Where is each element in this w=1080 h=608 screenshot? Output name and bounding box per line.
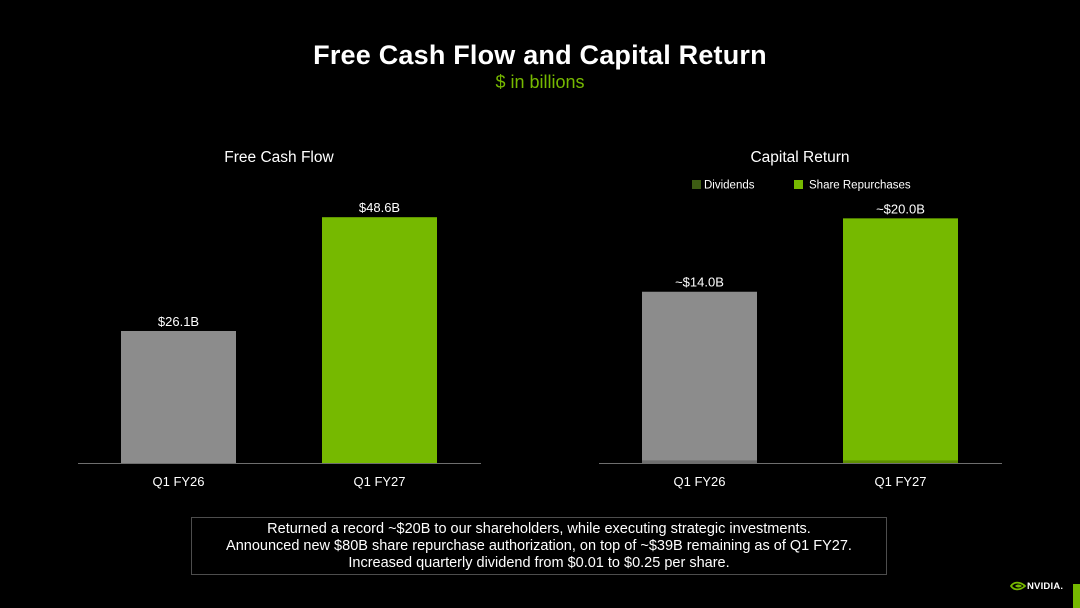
callout-line: Increased quarterly dividend from $0.01 … [348, 555, 730, 571]
page-title: Free Cash Flow and Capital Return [313, 40, 767, 70]
bar-share-repurchases [843, 218, 958, 461]
charts-svg: Free Cash Flow $26.1B Q1 FY26 $48.6B Q1 FY27… [78, 149, 1002, 489]
bar-dividends [642, 460, 757, 463]
logo-text: NVIDIA. [1027, 581, 1064, 592]
legend-label: Share Repurchases [809, 180, 911, 192]
bar-dividends [843, 460, 958, 463]
legend-swatch [692, 180, 701, 189]
nvidia-logo: NVIDIA. [1010, 579, 1066, 595]
category-label: Q1 FY27 [353, 474, 405, 489]
bar [322, 217, 437, 463]
callout-line: Returned a record ~$20B to our sharehold… [267, 521, 811, 537]
data-label: $48.6B [359, 200, 400, 215]
data-label: $26.1B [158, 314, 199, 329]
corner-accent-bar [1073, 584, 1080, 608]
bar [121, 330, 236, 463]
data-label: ~$14.0B [675, 275, 724, 290]
bar-share-repurchases [642, 291, 757, 461]
chart-title: Free Cash Flow [224, 149, 334, 166]
page-subtitle: $ in billions [495, 72, 585, 92]
legend-swatch [794, 180, 803, 189]
category-label: Q1 FY26 [152, 474, 204, 489]
data-label: ~$20.0B [876, 201, 925, 216]
legend-label: Dividends [704, 180, 755, 192]
chart-title: Capital Return [750, 149, 849, 166]
category-label: Q1 FY26 [673, 474, 725, 489]
category-label: Q1 FY27 [874, 474, 926, 489]
summary-callout: Returned a record ~$20B to our sharehold… [191, 517, 887, 575]
callout-line: Announced new $80B share repurchase auth… [226, 538, 852, 554]
nvidia-eye-icon [1010, 581, 1026, 591]
